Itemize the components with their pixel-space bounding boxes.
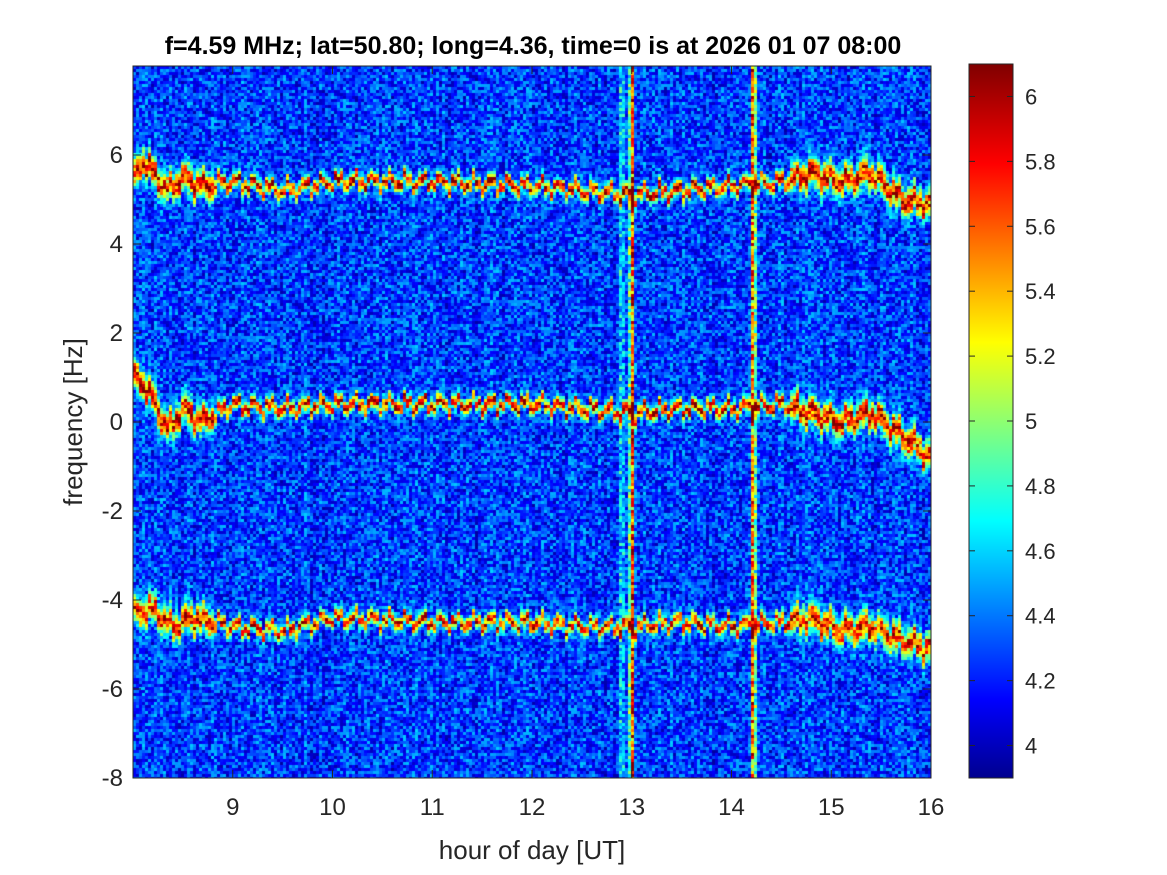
colorbar: 4 4.2 4.4 4.6 4.8 5 5.2 5.4 5.6 5.8 6 [968,63,1056,779]
x-axis-label: hour of day [UT] [439,835,625,865]
colorbar-tick-label: 5 [1025,409,1037,434]
colorbar-tick-label: 4.8 [1025,474,1056,499]
x-tick-label: 14 [718,794,745,821]
colorbar-tick-label: 5.2 [1025,344,1056,369]
x-tick-label: 10 [319,794,346,821]
colorbar-ticks: 4 4.2 4.4 4.6 4.8 5 5.2 5.4 5.6 5.8 6 [969,84,1056,759]
colorbar-bar [968,63,1014,779]
y-tick-label: 0 [110,409,123,436]
y-tick-label: -4 [102,587,123,614]
colorbar-tick-label: 4.4 [1025,604,1056,629]
x-tick-label: 15 [818,794,845,821]
colorbar-tick-label: 5.6 [1025,214,1056,239]
colorbar-tick-label: 6 [1025,84,1037,109]
plot-area [132,65,932,779]
colorbar-tick-label: 4 [1025,734,1037,759]
y-tick-label: 6 [110,142,123,169]
x-tick-label: 12 [519,794,546,821]
y-tick-label: -8 [102,765,123,792]
heatmap-image [133,66,931,778]
x-axis: 9 10 11 12 13 14 15 16 [226,66,944,821]
y-axis: -8 -6 -4 -2 0 2 4 6 [102,142,931,792]
colorbar-tick-label: 4.6 [1025,539,1056,564]
y-tick-label: 2 [110,320,123,347]
y-tick-label: -6 [102,676,123,703]
y-tick-label: 4 [110,231,123,258]
x-tick-label: 13 [618,794,645,821]
colorbar-tick-label: 4.2 [1025,669,1056,694]
colorbar-tick-label: 5.4 [1025,279,1056,304]
x-tick-label: 16 [918,794,945,821]
y-tick-label: -2 [102,498,123,525]
colorbar-tick-label: 5.8 [1025,149,1056,174]
y-axis-label: frequency [Hz] [58,338,88,506]
chart-title: f=4.59 MHz; lat=50.80; long=4.36, time=0… [165,32,902,60]
x-tick-label: 9 [226,794,239,821]
heatmap-canvas-wrapper [133,66,931,778]
x-tick-label: 11 [420,794,445,821]
